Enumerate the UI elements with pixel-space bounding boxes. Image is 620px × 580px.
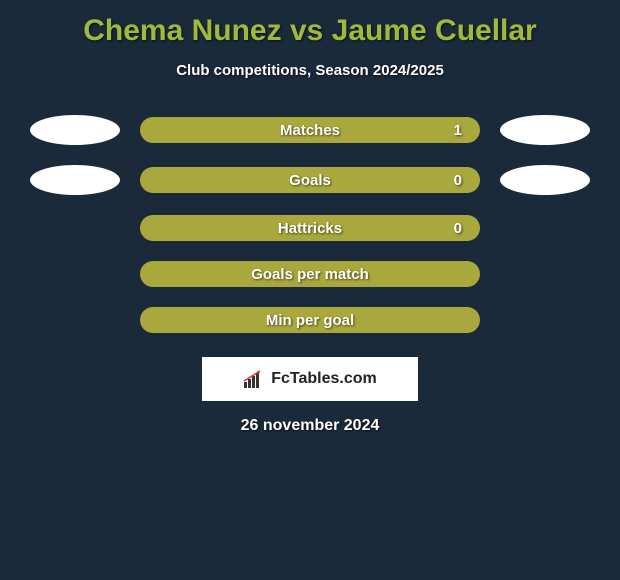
stat-row: Hattricks 0 — [10, 215, 610, 241]
avatar-slot-left — [26, 165, 124, 195]
date-stamp: 26 november 2024 — [10, 417, 610, 435]
stat-row: Goals 0 — [10, 165, 610, 195]
stat-value: 0 — [454, 220, 462, 237]
player-avatar-left — [30, 115, 120, 145]
stat-label: Goals per match — [251, 266, 369, 283]
player-avatar-right — [500, 165, 590, 195]
stat-bar: Hattricks 0 — [140, 215, 480, 241]
stat-label: Matches — [280, 122, 340, 139]
stat-label: Min per goal — [266, 312, 354, 329]
stat-value: 0 — [454, 172, 462, 189]
avatar-slot-right — [496, 115, 594, 145]
stat-bar: Goals per match — [140, 261, 480, 287]
player-avatar-right — [500, 115, 590, 145]
page-title: Chema Nunez vs Jaume Cuellar — [10, 14, 610, 48]
avatar-slot-right — [496, 165, 594, 195]
stat-bar: Goals 0 — [140, 167, 480, 193]
stat-row: Min per goal — [10, 307, 610, 333]
logo-box[interactable]: FcTables.com — [202, 357, 418, 401]
bar-chart-icon — [243, 370, 265, 388]
avatar-slot-left — [26, 115, 124, 145]
stat-label: Goals — [289, 172, 331, 189]
stat-bar: Min per goal — [140, 307, 480, 333]
subtitle: Club competitions, Season 2024/2025 — [10, 62, 610, 79]
stat-label: Hattricks — [278, 220, 342, 237]
stat-bar: Matches 1 — [140, 117, 480, 143]
comparison-card: Chema Nunez vs Jaume Cuellar Club compet… — [0, 0, 620, 443]
stat-row: Matches 1 — [10, 115, 610, 145]
logo-text: FcTables.com — [271, 370, 377, 388]
player-avatar-left — [30, 165, 120, 195]
stat-value: 1 — [454, 122, 462, 139]
stat-row: Goals per match — [10, 261, 610, 287]
stats-area: Matches 1 Goals 0 Hattricks 0 Goals per match M… — [10, 115, 610, 333]
